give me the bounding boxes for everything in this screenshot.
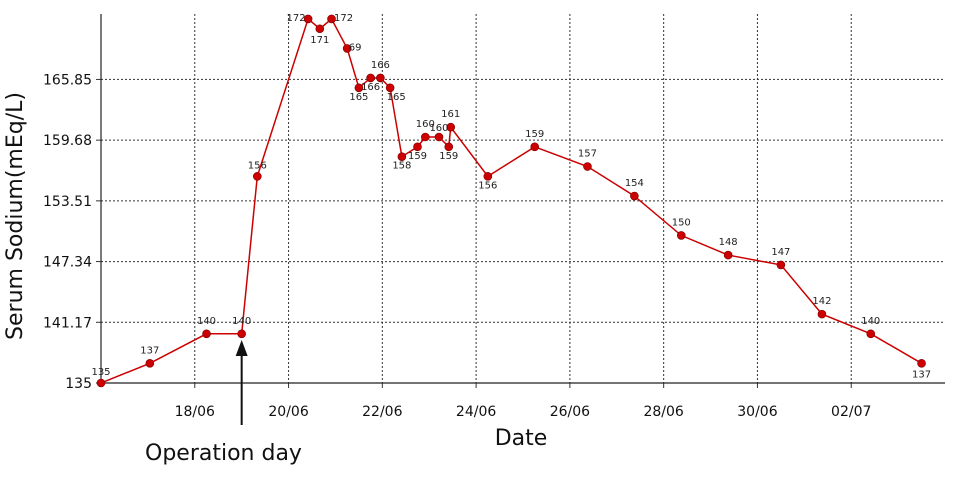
- y-tick-label: 165.85: [43, 72, 92, 88]
- data-label: 166: [361, 82, 380, 93]
- data-points: [96, 14, 926, 388]
- x-tick-label: 22/06: [362, 404, 402, 420]
- data-label: 157: [578, 149, 597, 160]
- data-point: [434, 132, 444, 142]
- data-point: [354, 83, 364, 93]
- data-label: 142: [812, 296, 831, 307]
- data-label: 140: [232, 316, 251, 327]
- data-point: [385, 83, 395, 93]
- data-label: 160: [416, 119, 435, 130]
- y-tick-label: 135: [65, 376, 92, 392]
- y-tick-labels: 135 141.17 147.34 153.51 159.68 165.85: [43, 72, 92, 392]
- data-point: [444, 142, 454, 152]
- annotation-arrow-head: [235, 340, 248, 356]
- data-point: [237, 329, 246, 339]
- data-point: [413, 142, 422, 152]
- data-label: 148: [719, 237, 738, 248]
- y-axis-title: Serum Sodium(mEq/L): [3, 92, 28, 340]
- x-tick-label: 02/07: [831, 404, 871, 420]
- data-label: 160: [429, 123, 448, 134]
- data-point: [96, 378, 106, 388]
- grid-lines: [101, 14, 945, 383]
- data-point: [630, 191, 639, 201]
- y-tick-label: 141.17: [43, 315, 92, 331]
- data-label: 172: [287, 13, 306, 24]
- x-axis-title: Date: [495, 426, 548, 451]
- data-label: 150: [672, 217, 691, 228]
- data-point: [583, 162, 592, 171]
- data-point: [817, 309, 827, 319]
- data-label: 172: [334, 13, 353, 24]
- data-label: 159: [439, 151, 458, 162]
- data-point: [327, 14, 336, 24]
- data-label: 154: [625, 178, 644, 189]
- data-point: [483, 172, 493, 181]
- data-label: 69: [349, 42, 362, 53]
- x-tick-label: 26/06: [550, 404, 590, 420]
- data-label: 156: [248, 160, 267, 171]
- data-point: [530, 142, 540, 152]
- data-label: 159: [408, 151, 427, 162]
- data-label: 171: [310, 35, 329, 46]
- operation-day-label: Operation day: [145, 441, 302, 466]
- data-point: [446, 122, 456, 132]
- data-point: [145, 359, 155, 368]
- data-point: [397, 152, 407, 161]
- data-point: [676, 231, 686, 240]
- data-point: [342, 44, 352, 53]
- data-point: [376, 73, 385, 83]
- data-point: [866, 329, 876, 339]
- data-label: 147: [771, 247, 790, 258]
- x-tick-label: 30/06: [737, 404, 777, 420]
- data-label: 140: [861, 316, 880, 327]
- data-point: [366, 73, 375, 83]
- data-point: [421, 132, 430, 142]
- x-tick-labels: 18/06 20/06 22/06 24/06 26/06 28/06 30/06 02/07: [175, 404, 872, 420]
- y-tick-label: 159.68: [43, 133, 92, 149]
- x-tick-label: 28/06: [643, 404, 683, 420]
- data-point: [315, 24, 325, 34]
- data-label: 165: [387, 92, 406, 103]
- data-label: 137: [912, 369, 931, 380]
- x-tick-label: 24/06: [456, 404, 496, 420]
- y-tick-label: 147.34: [43, 255, 92, 271]
- x-tick-label: 20/06: [268, 404, 308, 420]
- data-point: [202, 329, 211, 339]
- data-point: [252, 172, 262, 181]
- data-label: 137: [140, 345, 159, 356]
- x-tick-label: 18/06: [175, 404, 215, 420]
- data-point: [776, 260, 786, 270]
- data-label: 161: [441, 109, 460, 120]
- data-point: [303, 14, 313, 24]
- data-label: 135: [91, 367, 110, 378]
- data-label: 165: [349, 92, 368, 103]
- y-tick-label: 153.51: [43, 194, 92, 210]
- data-label: 166: [371, 60, 390, 71]
- data-label: 140: [197, 316, 216, 327]
- data-point: [917, 359, 926, 368]
- data-label: 158: [392, 161, 411, 172]
- data-point: [723, 250, 733, 260]
- data-label: 159: [525, 129, 544, 140]
- data-label: 156: [478, 180, 497, 191]
- operation-day-annotation: Operation day: [145, 340, 302, 466]
